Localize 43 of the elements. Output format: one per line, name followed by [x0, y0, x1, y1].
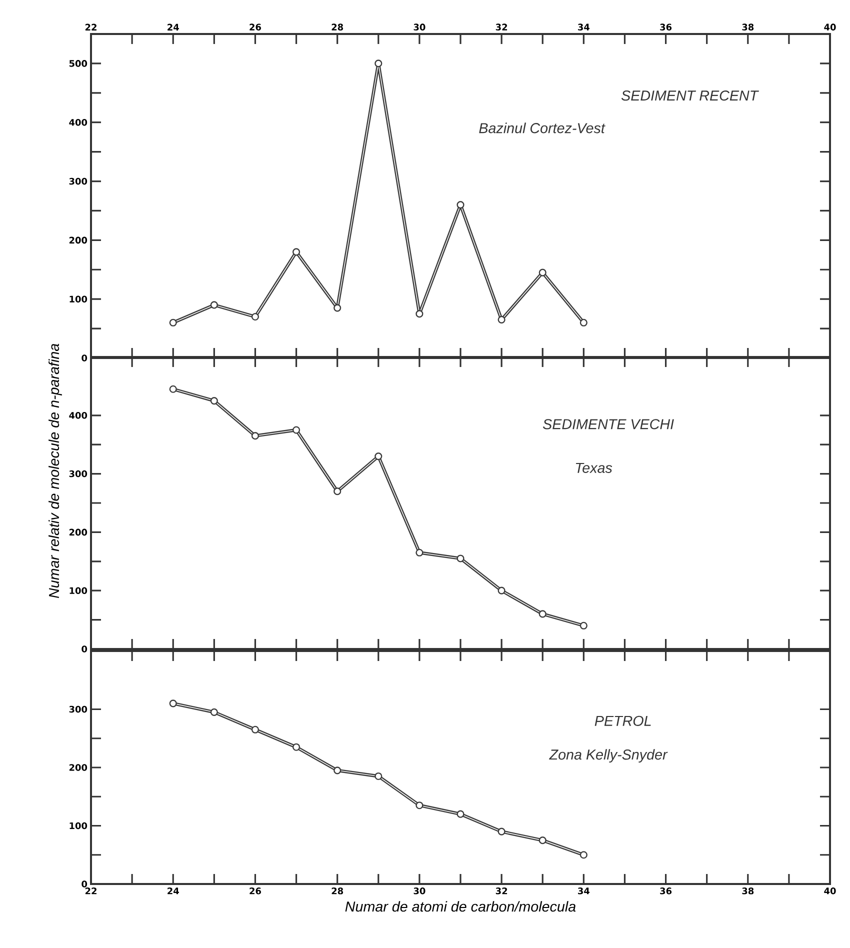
x2-tick-label: 30: [414, 24, 426, 30]
x-tick-label: 22: [85, 888, 96, 894]
y-tick-label: 200: [69, 236, 88, 244]
y-tick-label: 400: [69, 412, 88, 419]
y-tick-label: 100: [70, 587, 88, 594]
y-tick-label: 200: [69, 528, 88, 536]
x-tick-label: 24: [168, 888, 179, 894]
y-tick-label: 100: [70, 296, 88, 302]
x2-tick-label: 22: [85, 24, 96, 30]
x-tick-label: 38: [742, 888, 754, 894]
y-tick-label: 400: [69, 118, 88, 126]
x-tick-label: 34: [578, 888, 590, 894]
annotation: Texas: [576, 462, 612, 473]
y-tick-label: 300: [69, 178, 88, 185]
x2-tick-label: 38: [742, 24, 754, 30]
x-tick-label: 36: [660, 888, 672, 894]
annotation: SEDIMENT RECENT: [621, 90, 759, 101]
x2-tick-label: 40: [824, 24, 836, 30]
y-tick-label: 0: [82, 354, 88, 362]
x2-tick-label: 28: [332, 24, 344, 30]
x2-tick-label: 24: [168, 24, 179, 30]
y-axis-title: Numar relativ de molecule de n-parafina: [48, 344, 62, 598]
x2-tick-label: 34: [578, 24, 590, 30]
x-tick-label: 26: [250, 888, 261, 894]
y-tick-label: 0: [82, 646, 88, 652]
x2-tick-label: 32: [496, 24, 508, 30]
x2-tick-label: 36: [660, 24, 672, 30]
annotation: PETROL: [594, 716, 651, 726]
y-tick-label: 200: [69, 764, 88, 771]
x-tick-label: 30: [414, 888, 426, 894]
y-tick-label: 300: [69, 470, 88, 478]
x-axis-title: Numar de atomi de carbon/molecula: [345, 901, 576, 912]
y-tick-label: 100: [70, 822, 88, 830]
x-tick-label: 40: [824, 888, 836, 894]
y-tick-label: 300: [69, 706, 88, 713]
x2-tick-label: 26: [250, 24, 261, 30]
annotation: Zona Kelly-Snyder: [549, 749, 668, 763]
y-tick-label: 0: [82, 880, 88, 888]
annotation: SEDIMENTE VECHI: [542, 419, 674, 430]
y-tick-label: 500: [69, 60, 88, 67]
x-tick-label: 28: [332, 888, 344, 894]
annotation: Bazinul Cortez-Vest: [479, 122, 606, 134]
x-tick-label: 32: [496, 888, 508, 894]
